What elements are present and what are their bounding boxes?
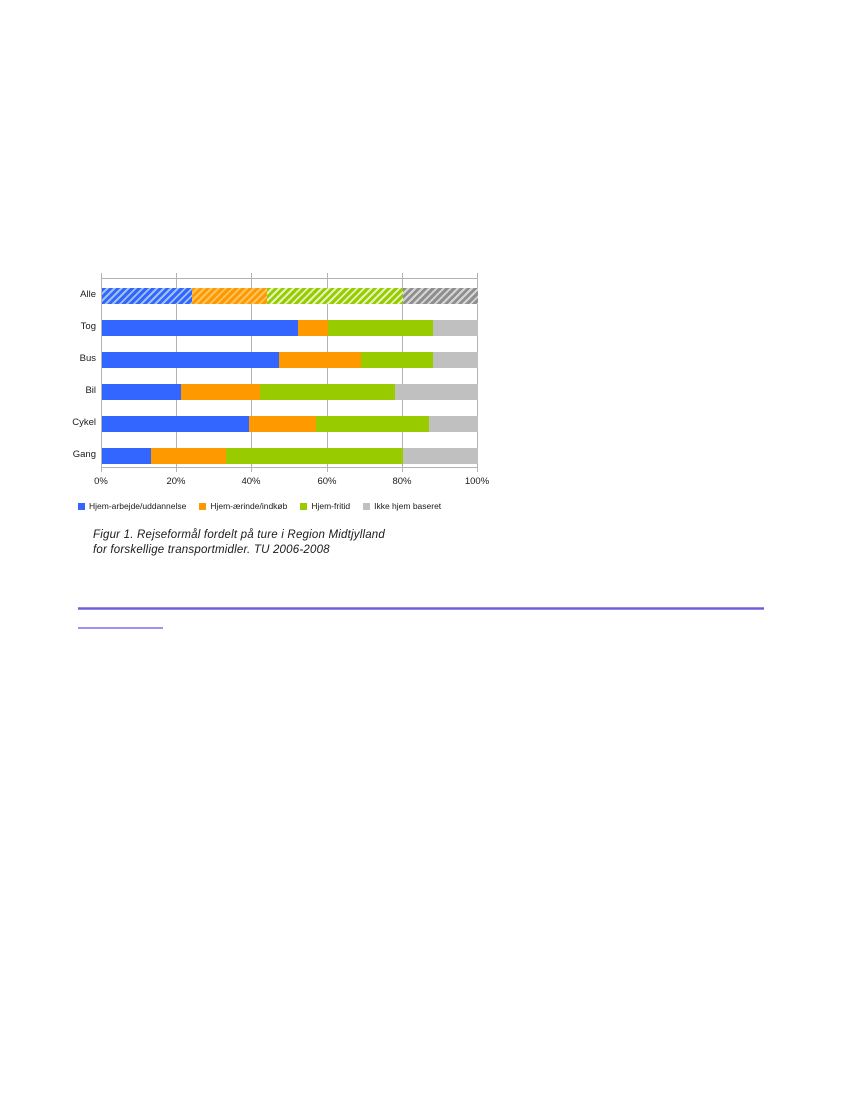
bar-segment [395,384,478,400]
gridline-100% [477,279,478,467]
category-label-bus: Bus [79,353,96,364]
chart-plot-area [101,278,478,468]
axis-tick-bottom-0% [101,467,102,472]
legend-item: Hjem-ærinde/indkøb [199,501,287,511]
x-axis-label-80%: 80% [392,476,412,487]
legend-label: Hjem-arbejde/uddannelse [89,501,187,511]
bar-segment [192,288,268,304]
chart-legend: Hjem-arbejde/uddannelse Hjem-ærinde/indkø… [78,501,441,511]
bar-segment [150,448,227,464]
x-axis-label-40%: 40% [241,476,261,487]
bar-segment [248,416,317,432]
footnote-separator-rule [78,627,163,629]
bar-segment [102,416,249,432]
legend-item: Hjem-arbejde/uddannelse [78,501,186,511]
bar-row-tog [102,320,478,336]
axis-tick-top-0% [101,273,102,278]
x-axis-label-60%: 60% [317,476,337,487]
legend-swatch-icon [78,502,85,510]
bar-segment [267,288,403,304]
bar-segment [361,352,433,368]
bar-segment [102,384,181,400]
legend-swatch-icon [300,502,308,510]
gridline-40% [251,279,252,467]
axis-tick-top-100% [477,273,478,278]
axis-tick-top-80% [402,273,403,278]
bar-segment [316,416,430,432]
axis-tick-bottom-40% [251,467,252,472]
bar-segment [327,320,433,336]
bar-segment [402,288,478,304]
figure-caption: Figur 1. Rejseformål fordelt på ture i R… [93,528,493,557]
legend-label: Ikke hjem baseret [374,501,442,511]
bar-segment [429,416,478,432]
bar-segment [278,352,362,368]
category-label-bil: Bil [85,385,96,396]
legend-label: Hjem-fritid [311,501,351,511]
bar-segment [102,288,193,304]
figure-caption-line2: for forskellige transportmidler. TU 2006… [93,543,330,556]
axis-tick-top-20% [176,273,177,278]
x-axis-label-20%: 20% [166,476,186,487]
axis-tick-bottom-60% [327,467,328,472]
horizontal-rule [78,607,764,610]
x-axis-label-100%: 100% [464,476,490,487]
gridline-80% [402,279,403,467]
bar-row-alle [102,288,478,304]
axis-tick-top-60% [327,273,328,278]
bar-row-bus [102,352,478,368]
legend-label: Hjem-ærinde/indkøb [210,501,288,511]
category-label-gang: Gang [72,449,96,460]
bar-segment [180,384,260,400]
category-label-tog: Tog [80,321,96,332]
category-label-alle: Alle [80,289,96,300]
x-axis-label-0%: 0% [94,476,108,487]
bar-segment [432,320,478,336]
legend-item: Hjem-fritid [300,501,350,511]
gridline-60% [327,279,328,467]
gridline-0% [101,279,102,467]
figure-caption-line1: Figur 1. Rejseformål fordelt på ture i R… [93,529,385,541]
bar-row-bil [102,384,478,400]
bar-row-gang [102,448,478,464]
bar-segment [226,448,403,464]
bar-segment [297,320,328,336]
bar-segment [402,448,478,464]
axis-tick-bottom-80% [402,467,403,472]
bar-segment [259,384,396,400]
bar-segment [102,320,298,336]
axis-tick-top-40% [251,273,252,278]
gridline-20% [176,279,177,467]
category-label-cykel: Cykel [72,417,96,428]
bar-segment [102,448,151,464]
bar-row-cykel [102,416,478,432]
legend-swatch-icon [363,502,371,510]
bar-segment [102,352,279,368]
axis-tick-bottom-20% [176,467,177,472]
legend-swatch-icon [199,502,207,510]
bar-segment [432,352,478,368]
axis-tick-bottom-100% [477,467,478,472]
legend-item: Ikke hjem baseret [363,501,441,511]
